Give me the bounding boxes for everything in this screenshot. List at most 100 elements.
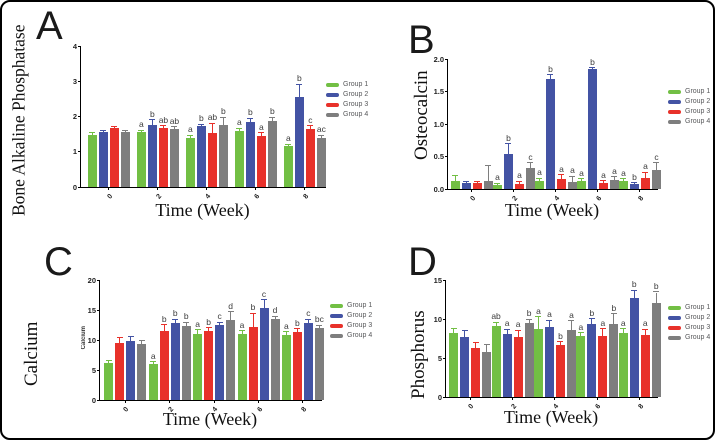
legend-swatch-icon	[668, 305, 681, 310]
significance-letter: b	[611, 302, 617, 313]
legend-swatch-icon	[668, 335, 681, 340]
error-bar	[496, 183, 498, 186]
significance-letter: c	[306, 308, 311, 319]
legend-d: Group 1 Group 2 Group 3 Group 4	[668, 304, 710, 341]
error-bar	[464, 330, 466, 337]
significance-letter: a	[620, 317, 626, 328]
error-bar-cap	[642, 171, 649, 173]
error-bar-cap	[557, 341, 564, 343]
error-bar	[537, 317, 539, 330]
error-bar	[528, 319, 530, 323]
legend-swatch-icon	[330, 333, 343, 338]
significance-letter: a	[559, 163, 564, 174]
x-tick-mark	[108, 187, 110, 190]
x-tick-mark	[157, 187, 159, 190]
bar-group1-week2	[136, 132, 146, 187]
bar-group2-week6	[245, 121, 255, 187]
y-tick-label: 1.0	[433, 119, 444, 129]
bar-group1-week0	[87, 135, 97, 187]
significance-letter: ab	[491, 311, 501, 322]
legend-item: Group 3	[668, 324, 710, 331]
bar-group3-week0	[472, 183, 482, 189]
error-bar	[151, 120, 153, 126]
error-bar	[230, 312, 232, 320]
error-bar-cap	[261, 299, 267, 301]
error-bar	[249, 118, 251, 122]
bar-group3-week8	[292, 331, 302, 400]
error-bar-cap	[138, 129, 145, 131]
error-bar-cap	[546, 319, 553, 321]
significance-letter: b	[590, 56, 595, 67]
panel-letter-c: C	[44, 240, 73, 284]
x-tick-mark	[302, 400, 304, 403]
significance-letter: a	[569, 309, 574, 320]
error-bar-cap	[198, 123, 205, 125]
error-bar-cap	[653, 162, 660, 163]
error-bar	[655, 163, 657, 170]
error-bar	[644, 172, 646, 178]
error-bar-cap	[620, 178, 627, 180]
legend-label: Group 4	[685, 118, 711, 125]
bar-group4-week2	[524, 322, 534, 397]
bar-group2-week6	[587, 323, 597, 397]
x-axis-title-c: Time (Week)	[162, 409, 258, 429]
bar-group3-week2	[514, 183, 524, 189]
x-tick-mark	[124, 400, 126, 403]
bar-group4-week4	[226, 319, 236, 400]
y-tick-mark	[445, 58, 448, 60]
y-tick-label: 0	[437, 392, 442, 402]
x-tick-mark	[597, 189, 599, 192]
legend-swatch-icon	[668, 325, 681, 330]
error-bar	[506, 329, 508, 334]
error-bar-cap	[610, 313, 617, 315]
bar-group3-week6	[256, 135, 266, 187]
error-bar	[548, 320, 550, 327]
significance-letter: b	[172, 308, 178, 319]
significance-letter: a	[286, 133, 291, 144]
y-tick-mark	[445, 91, 448, 92]
y-tick-label: 20	[87, 275, 96, 285]
legend-label: Group 4	[685, 334, 711, 341]
error-bar-cap	[209, 122, 216, 124]
error-bar	[238, 128, 240, 131]
error-bar-cap	[483, 343, 490, 345]
y-tick-mark	[445, 188, 448, 190]
error-bar	[318, 325, 320, 328]
error-bar-cap	[493, 321, 500, 323]
error-bar-cap	[236, 127, 243, 129]
error-bar	[274, 316, 276, 319]
error-bar-cap	[111, 125, 118, 127]
significance-letter: b	[548, 63, 553, 74]
inner-y-axis-label: Calcium	[81, 326, 87, 350]
error-bar-cap	[307, 125, 314, 127]
error-bar	[174, 319, 176, 324]
error-bar	[173, 127, 175, 129]
error-bar	[633, 290, 635, 298]
bar-group1-week6	[576, 336, 586, 397]
y-tick-label: 0.5	[433, 152, 444, 161]
error-bar	[307, 319, 309, 324]
legend-item: Group 4	[326, 111, 368, 118]
bar-group1-week0	[449, 333, 459, 397]
significance-letter: a	[237, 117, 242, 127]
legend-label: Group 2	[685, 98, 711, 105]
error-bar-cap	[89, 132, 96, 134]
significance-letter: a	[536, 305, 541, 316]
y-axis-label-c: Calcium	[21, 321, 42, 387]
bar-group3-week0	[109, 128, 119, 187]
error-bar	[241, 331, 243, 334]
error-bar-cap	[220, 116, 227, 118]
significance-letter: b	[250, 302, 256, 313]
bar-group4-week8	[651, 169, 661, 189]
error-bar	[538, 178, 540, 181]
y-tick-label: 0	[91, 395, 96, 405]
bar-group4-week2	[181, 325, 191, 400]
bar-group4-week6	[609, 324, 619, 397]
significance-letter: b	[297, 73, 302, 84]
bar-group3-week8	[640, 334, 650, 397]
x-axis-title-b: Time (Week)	[504, 200, 600, 220]
legend-label: Group 3	[343, 101, 369, 108]
error-bar-cap	[272, 315, 278, 317]
legend-label: Group 3	[347, 322, 373, 329]
legend-swatch-icon	[668, 315, 681, 320]
